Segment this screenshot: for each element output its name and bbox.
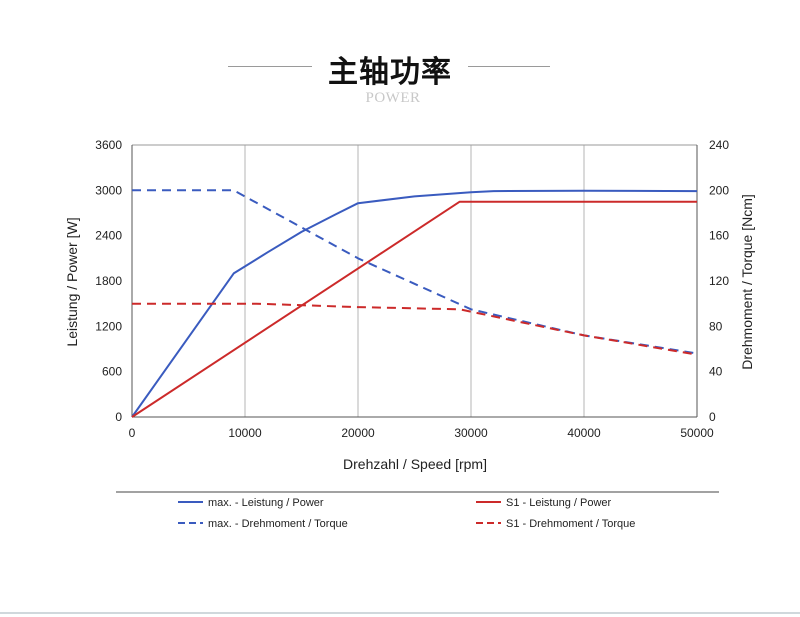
x-tick-label: 0	[129, 426, 136, 440]
legend-label: max. - Leistung / Power	[208, 497, 324, 509]
series-line-2	[132, 189, 698, 355]
y-left-tick-label: 1200	[95, 319, 122, 333]
y-right-tick-label: 240	[709, 138, 729, 152]
header: 主轴功率 POWER	[0, 36, 800, 106]
x-tick-label: 50000	[680, 426, 714, 440]
y-left-tick-label: 3600	[95, 138, 122, 152]
y-left-tick-label: 600	[102, 365, 122, 379]
x-tick-label: 20000	[341, 426, 375, 440]
x-tick-label: 10000	[228, 426, 262, 440]
series-line-3	[131, 200, 697, 418]
y-left-tick-label: 1800	[95, 274, 122, 288]
x-tick-label: 40000	[567, 426, 601, 440]
y-left-tick-label: 0	[115, 410, 122, 424]
y-right-tick-label: 40	[709, 365, 723, 379]
page-subtitle: POWER	[365, 90, 421, 106]
page-title: 主轴功率	[328, 55, 452, 90]
y-right-tick-label: 120	[709, 274, 729, 288]
legend: max. - Leistung / Power max. - Drehmoment…	[178, 497, 635, 530]
y-right-tick-label: 80	[709, 319, 723, 333]
x-tick-label: 30000	[454, 426, 488, 440]
y-axis-left-label: Leistung / Power [W]	[64, 217, 80, 346]
x-axis-label: Drehzahl / Speed [rpm]	[343, 456, 487, 472]
y-left-tick-label: 2400	[95, 229, 122, 243]
y-right-tick-label: 200	[709, 183, 729, 197]
y-right-tick-label: 0	[709, 410, 716, 424]
title-divider-left	[228, 66, 312, 67]
series-line-1	[131, 189, 698, 418]
bottom-divider	[0, 612, 800, 614]
y-right-tick-label: 160	[709, 229, 729, 243]
title-divider-right	[468, 66, 550, 67]
legend-label: max. - Drehmoment / Torque	[208, 518, 348, 530]
legend-label: S1 - Drehmoment / Torque	[506, 518, 635, 530]
y-axis-right-label: Drehmoment / Torque [Ncm]	[739, 194, 755, 370]
series-line-4	[132, 302, 698, 356]
legend-label: S1 - Leistung / Power	[506, 497, 612, 509]
y-left-tick-label: 3000	[95, 183, 122, 197]
